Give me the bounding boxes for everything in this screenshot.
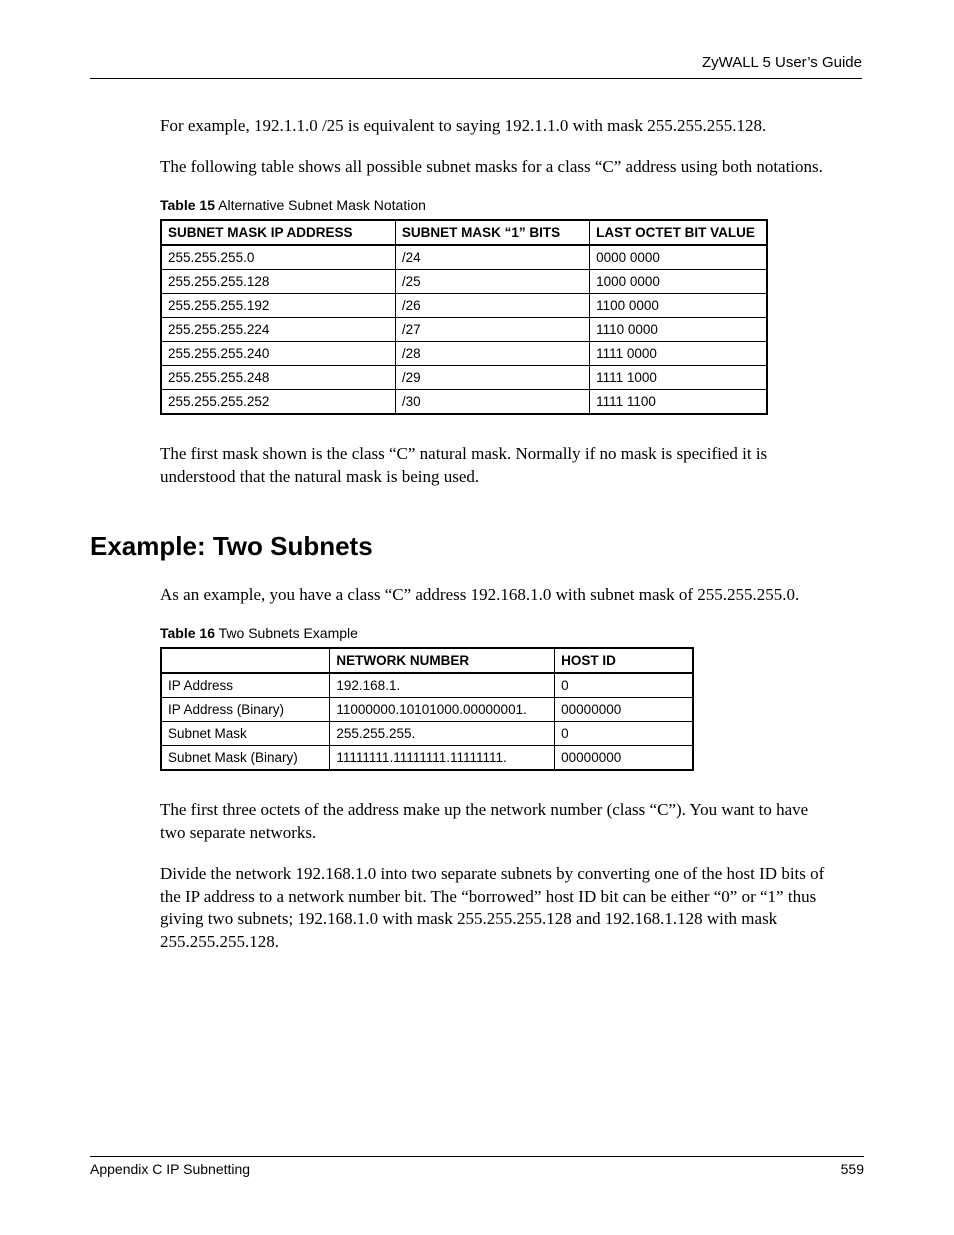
table-cell: /28 bbox=[395, 341, 589, 365]
table-cell: 0 bbox=[555, 673, 693, 698]
table-cell: Subnet Mask bbox=[161, 721, 330, 745]
body-paragraph: The following table shows all possible s… bbox=[160, 156, 832, 179]
page-header: ZyWALL 5 User’s Guide bbox=[90, 54, 862, 79]
body-paragraph: For example, 192.1.1.0 /25 is equivalent… bbox=[160, 115, 832, 138]
body-paragraph: The first three octets of the address ma… bbox=[160, 799, 832, 845]
table-cell: /24 bbox=[395, 245, 589, 270]
table-cell: 1000 0000 bbox=[590, 269, 767, 293]
body-paragraph: As an example, you have a class “C” addr… bbox=[160, 584, 832, 607]
table-row: IP Address192.168.1.0 bbox=[161, 673, 693, 698]
table-header-row: NETWORK NUMBER HOST ID bbox=[161, 648, 693, 673]
table-cell: 255.255.255.240 bbox=[161, 341, 395, 365]
table-caption-number: Table 16 bbox=[160, 625, 215, 641]
table-cell: 255.255.255.252 bbox=[161, 389, 395, 414]
table-row: 255.255.255.128/251000 0000 bbox=[161, 269, 767, 293]
table-row: Subnet Mask (Binary)11111111.11111111.11… bbox=[161, 745, 693, 770]
table-cell: 1110 0000 bbox=[590, 317, 767, 341]
table-cell: Subnet Mask (Binary) bbox=[161, 745, 330, 770]
table-cell: 11111111.11111111.11111111. bbox=[330, 745, 555, 770]
table-cell: /30 bbox=[395, 389, 589, 414]
table-caption: Table 16 Two Subnets Example bbox=[160, 625, 832, 641]
table-caption: Table 15 Alternative Subnet Mask Notatio… bbox=[160, 197, 832, 213]
body-paragraph: Divide the network 192.168.1.0 into two … bbox=[160, 863, 832, 955]
table-cell: 1111 1000 bbox=[590, 365, 767, 389]
table-header-cell: HOST ID bbox=[555, 648, 693, 673]
table-cell: /26 bbox=[395, 293, 589, 317]
table-cell: 00000000 bbox=[555, 697, 693, 721]
table-row: 255.255.255.0/240000 0000 bbox=[161, 245, 767, 270]
table-header-row: SUBNET MASK IP ADDRESS SUBNET MASK “1” B… bbox=[161, 220, 767, 245]
header-right-text: ZyWALL 5 User’s Guide bbox=[702, 54, 862, 71]
table-row: 255.255.255.224/271110 0000 bbox=[161, 317, 767, 341]
table-header-cell: NETWORK NUMBER bbox=[330, 648, 555, 673]
table-row: 255.255.255.240/281111 0000 bbox=[161, 341, 767, 365]
table-header-cell: LAST OCTET BIT VALUE bbox=[590, 220, 767, 245]
table-header-cell: SUBNET MASK IP ADDRESS bbox=[161, 220, 395, 245]
table-row: 255.255.255.192/261100 0000 bbox=[161, 293, 767, 317]
content-column: For example, 192.1.1.0 /25 is equivalent… bbox=[160, 115, 832, 489]
table-cell: 0 bbox=[555, 721, 693, 745]
table-caption-title: Alternative Subnet Mask Notation bbox=[215, 197, 426, 213]
table-cell: 192.168.1. bbox=[330, 673, 555, 698]
table-cell: IP Address (Binary) bbox=[161, 697, 330, 721]
table-caption-title: Two Subnets Example bbox=[215, 625, 358, 641]
table-cell: 255.255.255.248 bbox=[161, 365, 395, 389]
table-header-cell: SUBNET MASK “1” BITS bbox=[395, 220, 589, 245]
table-cell: /27 bbox=[395, 317, 589, 341]
table-cell: 1111 0000 bbox=[590, 341, 767, 365]
table-cell: 255.255.255.128 bbox=[161, 269, 395, 293]
section-heading: Example: Two Subnets bbox=[90, 531, 864, 562]
table-caption-number: Table 15 bbox=[160, 197, 215, 213]
table-cell: 255.255.255.0 bbox=[161, 245, 395, 270]
content-column: As an example, you have a class “C” addr… bbox=[160, 584, 832, 955]
body-paragraph: The first mask shown is the class “C” na… bbox=[160, 443, 832, 489]
table-cell: 00000000 bbox=[555, 745, 693, 770]
table-row: 255.255.255.248/291111 1000 bbox=[161, 365, 767, 389]
page: ZyWALL 5 User’s Guide For example, 192.1… bbox=[0, 0, 954, 1235]
table-cell: 1111 1100 bbox=[590, 389, 767, 414]
table-cell: IP Address bbox=[161, 673, 330, 698]
table-row: Subnet Mask255.255.255.0 bbox=[161, 721, 693, 745]
table-cell: 255.255.255.224 bbox=[161, 317, 395, 341]
table-header-cell bbox=[161, 648, 330, 673]
table-cell: /25 bbox=[395, 269, 589, 293]
table-row: 255.255.255.252/301111 1100 bbox=[161, 389, 767, 414]
table-cell: /29 bbox=[395, 365, 589, 389]
subnet-mask-notation-table: SUBNET MASK IP ADDRESS SUBNET MASK “1” B… bbox=[160, 219, 768, 415]
table-cell: 0000 0000 bbox=[590, 245, 767, 270]
table-cell: 255.255.255.192 bbox=[161, 293, 395, 317]
footer-page-number: 559 bbox=[841, 1161, 864, 1177]
table-cell: 1100 0000 bbox=[590, 293, 767, 317]
table-row: IP Address (Binary)11000000.10101000.000… bbox=[161, 697, 693, 721]
two-subnets-example-table: NETWORK NUMBER HOST ID IP Address192.168… bbox=[160, 647, 694, 771]
table-cell: 11000000.10101000.00000001. bbox=[330, 697, 555, 721]
table-cell: 255.255.255. bbox=[330, 721, 555, 745]
footer-left-text: Appendix C IP Subnetting bbox=[90, 1161, 250, 1177]
page-footer: Appendix C IP Subnetting 559 bbox=[90, 1156, 864, 1177]
